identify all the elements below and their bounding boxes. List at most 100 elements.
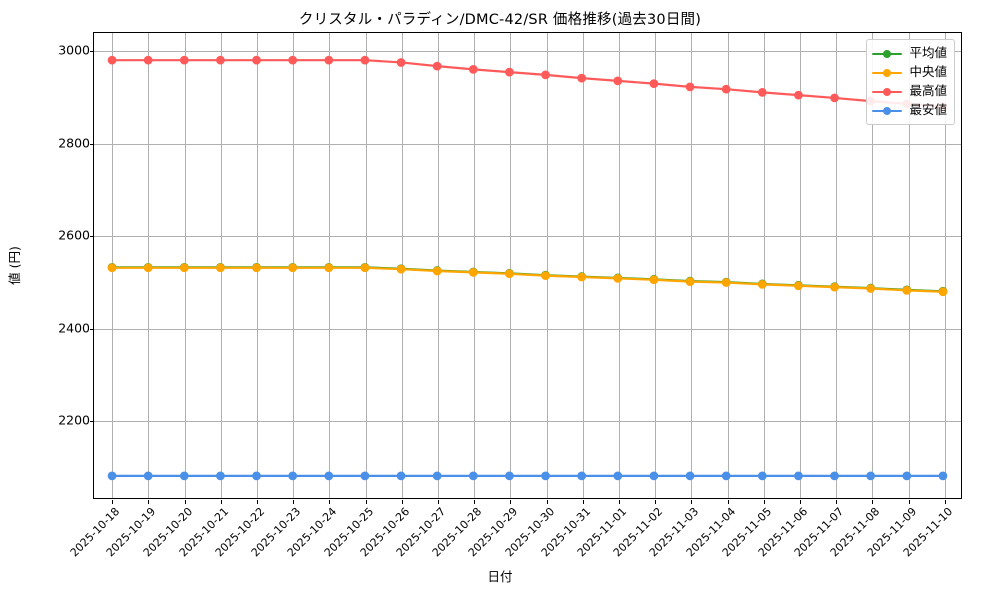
data-point xyxy=(577,272,587,282)
data-point xyxy=(288,471,298,481)
y-tick-label: 2200 xyxy=(58,412,90,428)
x-tick-mark xyxy=(763,500,765,504)
data-point xyxy=(541,70,550,80)
data-point xyxy=(216,55,225,65)
data-point xyxy=(577,73,587,83)
series-line xyxy=(110,266,945,293)
gridline-vertical xyxy=(836,33,838,498)
y-tick-mark xyxy=(90,421,94,423)
gridline-horizontal xyxy=(94,328,961,330)
data-point xyxy=(324,471,334,481)
legend-item-最高値[interactable]: 最高値 xyxy=(872,82,947,101)
y-tick-label: 2400 xyxy=(58,320,90,336)
data-point xyxy=(360,471,370,481)
data-point xyxy=(324,55,334,65)
x-tick-mark xyxy=(256,500,258,504)
data-point xyxy=(830,471,839,481)
y-axis-label-text: 値 (円) xyxy=(6,245,22,285)
data-point xyxy=(830,282,839,292)
series-最高値 xyxy=(107,55,948,112)
legend-marker-icon xyxy=(872,86,903,98)
legend-marker-icon xyxy=(872,67,903,79)
y-axis-tick-labels: 2200 2400 2600 2800 3000 xyxy=(30,0,90,600)
data-point xyxy=(143,55,153,65)
data-point xyxy=(432,61,442,71)
x-tick-mark xyxy=(148,500,150,504)
data-point xyxy=(794,471,803,481)
data-point xyxy=(685,471,695,481)
data-point xyxy=(107,263,117,273)
data-point xyxy=(613,274,623,283)
x-tick-mark xyxy=(510,500,512,504)
x-tick-mark xyxy=(474,500,476,504)
data-point xyxy=(541,271,550,281)
data-point xyxy=(432,266,442,276)
x-tick-mark xyxy=(112,500,114,504)
series-最安値 xyxy=(107,471,948,481)
y-tick-label: 2800 xyxy=(58,135,90,151)
data-point xyxy=(396,471,406,481)
x-tick-mark xyxy=(329,500,331,504)
data-point xyxy=(396,58,406,67)
legend-item-平均値[interactable]: 平均値 xyxy=(872,44,947,63)
data-point xyxy=(721,471,731,481)
legend-label: 中央値 xyxy=(909,64,947,80)
series-layer xyxy=(107,55,948,481)
data-point xyxy=(613,471,623,481)
plot-area: 平均値 中央値最高値最安値 xyxy=(90,32,962,504)
data-point xyxy=(902,471,912,481)
gridline-vertical xyxy=(546,33,548,498)
gridline-horizontal xyxy=(94,421,961,423)
data-point xyxy=(360,263,370,273)
y-tick-mark xyxy=(90,143,94,145)
gridline-horizontal xyxy=(94,51,961,53)
data-point xyxy=(721,278,731,287)
legend-label: 最高値 xyxy=(909,83,947,99)
data-point xyxy=(179,471,189,481)
data-point xyxy=(468,471,478,481)
data-point xyxy=(468,268,478,277)
legend-item-中央値[interactable]: 中央値 xyxy=(872,63,947,82)
x-tick-mark xyxy=(836,500,838,504)
data-point xyxy=(324,263,334,273)
data-point xyxy=(830,93,839,103)
y-axis-label: 値 (円) xyxy=(2,0,24,600)
x-tick-mark xyxy=(365,500,367,504)
x-tick-mark xyxy=(220,500,222,504)
x-tick-mark xyxy=(437,500,439,504)
x-tick-mark xyxy=(619,500,621,504)
x-tick-mark xyxy=(944,500,946,504)
data-point xyxy=(216,471,225,481)
x-tick-mark xyxy=(800,500,802,504)
gridline-vertical xyxy=(655,33,657,498)
data-point xyxy=(216,263,225,273)
legend-marker-icon xyxy=(872,48,903,60)
y-tick-label: 2600 xyxy=(58,227,90,243)
data-point xyxy=(107,55,117,65)
legend-item-最安値[interactable]: 最安値 xyxy=(872,101,947,120)
x-axis-label: 日付 xyxy=(487,569,513,584)
series-line xyxy=(110,59,945,108)
gridline-horizontal xyxy=(94,236,961,238)
data-point xyxy=(252,263,261,273)
x-tick-mark xyxy=(582,500,584,504)
data-point xyxy=(468,64,478,74)
chart-title: クリスタル・パラディン/DMC-42/SR 価格推移(過去30日間) xyxy=(298,12,702,28)
gridline-vertical xyxy=(727,33,729,498)
data-point xyxy=(721,84,731,94)
series-中央値 xyxy=(107,263,948,297)
data-point xyxy=(866,471,876,481)
x-tick-mark xyxy=(908,500,910,504)
data-point xyxy=(649,471,659,481)
data-point xyxy=(794,281,803,291)
data-point xyxy=(938,287,948,297)
legend-label: 最安値 xyxy=(909,102,947,118)
x-tick-mark xyxy=(655,500,657,504)
data-point xyxy=(360,55,370,65)
data-point xyxy=(505,471,514,481)
data-point xyxy=(794,90,803,100)
data-point xyxy=(143,263,153,273)
data-point xyxy=(757,471,767,481)
y-tick-mark xyxy=(90,328,94,330)
gridline-vertical xyxy=(908,33,910,498)
